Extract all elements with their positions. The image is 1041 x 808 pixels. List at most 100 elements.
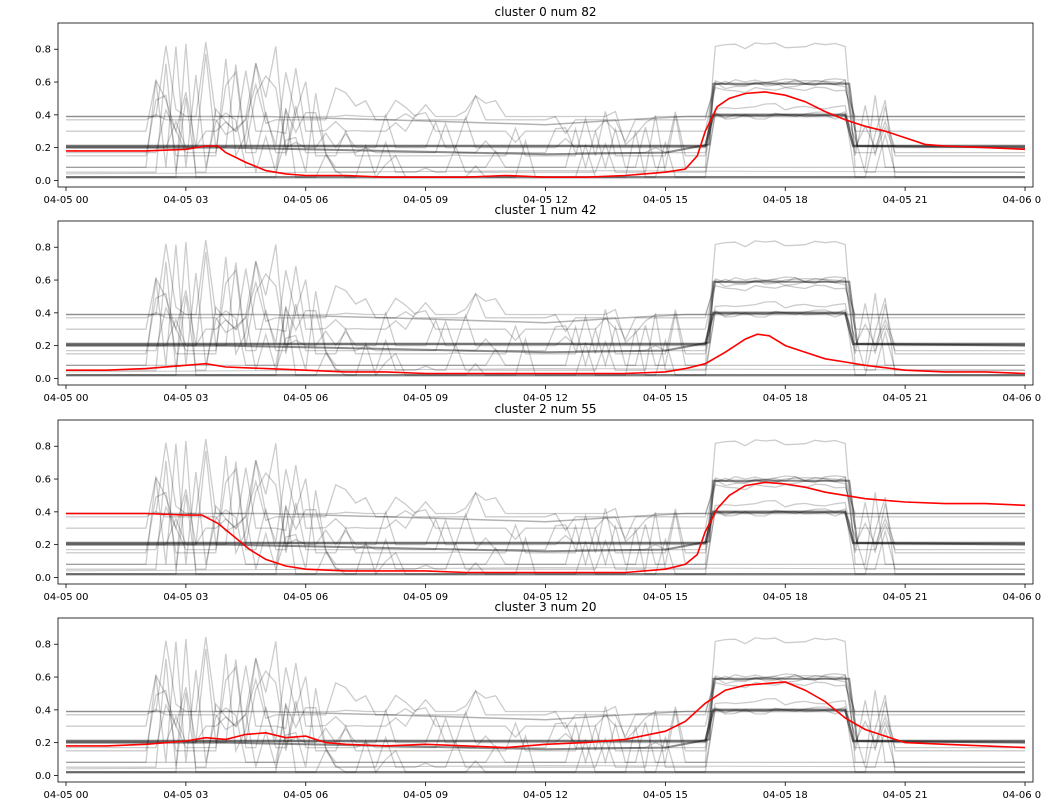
reference-line [66,460,1025,572]
reference-line [66,662,1025,744]
reference-line [66,439,1025,567]
x-tick-label: 04-05 03 [163,195,208,206]
x-tick-label: 04-05 03 [163,592,208,603]
x-tick-label: 04-05 03 [163,393,208,404]
y-tick-label: 0.6 [35,276,51,287]
reference-line [66,311,1025,346]
reference-line [66,512,1025,523]
y-tick-label: 0.2 [35,738,51,749]
x-tick-label: 04-05 06 [283,592,328,603]
reference-line [66,241,1025,377]
plot-area [65,41,1026,179]
x-tick-label: 04-05 18 [763,393,808,404]
x-tick-label: 04-05 03 [163,790,208,801]
y-tick-label: 0.8 [35,243,51,254]
chart-panel-2: 04-05 00 04-05 03 04-05 06 04-05 09 04-05 12… [35,402,1041,603]
reference-line [66,665,1025,749]
chart-panel-3: 04-05 00 04-05 03 04-05 06 04-05 09 04-05 12… [35,600,1041,801]
x-tick-label: 04-05 06 [283,790,328,801]
reference-line [66,63,1025,175]
reference-line [66,438,1025,544]
reference-line [66,479,1026,553]
x-tick-label: 04-05 09 [403,195,448,206]
chart-title: cluster 2 num 55 [494,402,596,416]
x-tick-label: 04-05 21 [883,592,928,603]
chart-title: cluster 3 num 20 [494,600,596,614]
reference-line [66,265,1025,347]
y-tick-label: 0.4 [35,110,51,121]
reference-line [66,443,1025,556]
series-line-mean [66,91,1026,178]
reference-line [66,277,1025,342]
reference-line [66,476,1025,541]
reference-line [66,115,1025,126]
reference-line [66,638,1025,774]
x-tick-label: 04-06 00 [1003,393,1041,404]
y-tick-label: 0.2 [35,143,51,154]
chart-title: cluster 0 num 82 [494,5,596,19]
x-tick-label: 04-05 09 [403,393,448,404]
y-tick-label: 0.0 [35,176,51,187]
x-tick-label: 04-05 00 [44,393,89,404]
x-tick-label: 04-05 12 [523,592,568,603]
series-line-mean [66,333,1026,375]
reference-line [66,251,1025,348]
x-tick-label: 04-05 12 [523,790,568,801]
y-tick-label: 0.4 [35,308,51,319]
x-tick-label: 04-05 06 [283,195,328,206]
reference-line [66,440,1025,576]
x-tick-label: 04-05 21 [883,195,928,206]
y-tick-label: 0.6 [35,475,51,486]
reference-line [65,765,1026,770]
chart-title: cluster 1 num 42 [494,203,596,217]
x-tick-label: 04-05 21 [883,393,928,404]
reference-line [66,79,1025,144]
axes-frame [57,617,1034,783]
reference-line [66,41,1025,147]
y-tick-label: 0.8 [35,442,51,453]
chart-panel-0: 04-05 00 04-05 03 04-05 06 04-05 09 04-05 12… [35,5,1041,206]
x-tick-label: 04-06 00 [1003,790,1041,801]
plot-area [65,239,1026,377]
reference-line [66,710,1025,721]
reference-line [66,239,1025,345]
x-tick-label: 04-05 00 [44,195,89,206]
reference-line [66,677,1026,751]
reference-line [65,170,1026,175]
plot-area [65,438,1026,576]
x-tick-label: 04-05 06 [283,393,328,404]
reference-line [66,658,1025,770]
reference-line [66,674,1025,739]
reference-line [66,67,1025,149]
y-tick-label: 0.4 [35,705,51,716]
x-tick-label: 04-05 15 [643,592,688,603]
reference-line [66,42,1025,170]
x-tick-label: 04-05 09 [403,790,448,801]
reference-line [66,641,1025,754]
reference-line [66,244,1025,357]
y-tick-label: 0.8 [35,640,51,651]
reference-line [66,648,1025,745]
axes-frame [57,22,1034,188]
reference-line [66,82,1026,156]
x-tick-label: 04-05 00 [44,790,89,801]
reference-line [66,467,1025,551]
reference-line [66,636,1025,742]
reference-line [66,113,1025,148]
x-tick-label: 04-05 15 [643,393,688,404]
x-tick-label: 04-05 15 [643,195,688,206]
reference-line [66,637,1025,765]
x-tick-label: 04-05 12 [523,195,568,206]
x-tick-label: 04-05 12 [523,393,568,404]
x-tick-label: 04-06 00 [1003,592,1041,603]
reference-line [65,368,1026,373]
x-tick-label: 04-05 09 [403,592,448,603]
y-tick-label: 0.0 [35,573,51,584]
reference-line [66,450,1025,547]
y-tick-label: 0.4 [35,507,51,518]
axes-frame [57,419,1034,585]
reference-line [66,268,1025,352]
reference-line [66,464,1025,546]
reference-line [66,280,1026,354]
chart-panel-1: 04-05 00 04-05 03 04-05 06 04-05 09 04-05 12… [35,203,1041,404]
